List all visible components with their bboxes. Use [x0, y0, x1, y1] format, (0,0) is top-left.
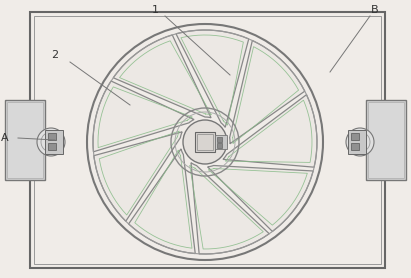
Bar	[5, 100, 45, 180]
Bar	[351, 143, 359, 150]
Bar	[34, 16, 381, 264]
Text: A: A	[1, 133, 9, 143]
Bar	[348, 130, 366, 154]
Circle shape	[346, 128, 374, 156]
Bar	[195, 132, 215, 152]
Polygon shape	[223, 95, 317, 167]
Polygon shape	[191, 163, 269, 254]
Bar	[30, 12, 385, 268]
Polygon shape	[230, 41, 305, 144]
Text: 2: 2	[51, 50, 58, 60]
Bar	[48, 133, 56, 140]
Bar	[351, 133, 359, 140]
Circle shape	[183, 120, 227, 164]
Polygon shape	[94, 132, 182, 221]
Circle shape	[37, 128, 65, 156]
Polygon shape	[208, 165, 313, 232]
Polygon shape	[129, 149, 195, 254]
Polygon shape	[93, 81, 194, 152]
Bar	[7, 102, 43, 178]
Bar	[45, 130, 63, 154]
Bar	[48, 143, 56, 150]
Text: 1: 1	[152, 5, 159, 15]
Text: B: B	[371, 5, 379, 15]
Bar	[215, 135, 227, 149]
Polygon shape	[176, 30, 249, 127]
Bar	[217, 137, 222, 142]
Bar	[217, 143, 222, 148]
Polygon shape	[113, 35, 211, 118]
Bar	[197, 134, 213, 150]
Bar	[366, 100, 406, 180]
Bar	[368, 102, 404, 178]
